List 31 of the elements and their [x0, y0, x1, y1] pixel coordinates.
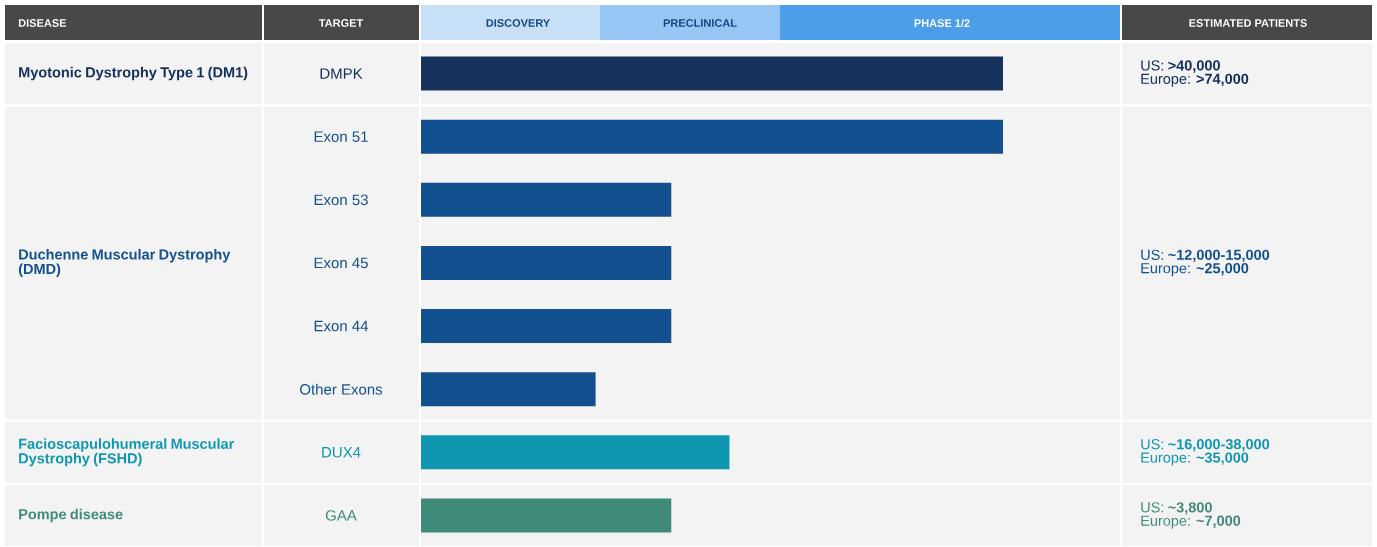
- text: Europe: ~7,000: [1141, 515, 1241, 529]
- text: DISEASE: [18, 19, 67, 27]
- text: US: ~12,000-15,000: [1141, 249, 1270, 263]
- y-tick-label: GAA: [325, 510, 357, 521]
- text: US: ~3,800: [1141, 502, 1212, 515]
- y-tick-label: Exon 44: [314, 320, 369, 332]
- text: Europe: ~35,000: [1141, 452, 1249, 466]
- bar: [421, 309, 672, 344]
- text: US: ~16,000-38,000: [1141, 439, 1270, 452]
- text: Europe: >74,000: [1141, 73, 1249, 87]
- text: Facioscapulohumeral Muscular Dystrophy (FSHD): [19, 438, 235, 467]
- y-tick-label: DUX4: [322, 447, 361, 458]
- bar: [421, 119, 1003, 154]
- y-tick-label: Other Exons: [300, 383, 383, 395]
- text: TARGET: [318, 19, 364, 27]
- y-tick-label: Exon 51: [314, 131, 368, 142]
- text: Europe: ~25,000: [1141, 263, 1249, 277]
- text: Pompe disease: [19, 508, 123, 523]
- text: Duchenne Muscular Dystrophy (DMD): [18, 248, 231, 277]
- text: Myotonic Dystrophy Type 1 (DM1): [19, 66, 248, 81]
- bar: [421, 245, 672, 280]
- bar: [421, 182, 672, 217]
- y-tick-label: Exon 53: [314, 194, 368, 206]
- text: US: >40,000: [1141, 60, 1220, 73]
- y-tick-label: Exon 45: [314, 257, 368, 269]
- text: DISCOVERY: [486, 19, 551, 27]
- text: PHASE 1/2: [914, 18, 970, 28]
- y-tick-label: DMPK: [320, 68, 363, 79]
- text: ESTIMATED PATIENTS: [1189, 19, 1307, 27]
- text: PRECLINICAL: [663, 19, 737, 27]
- bar: [421, 372, 596, 407]
